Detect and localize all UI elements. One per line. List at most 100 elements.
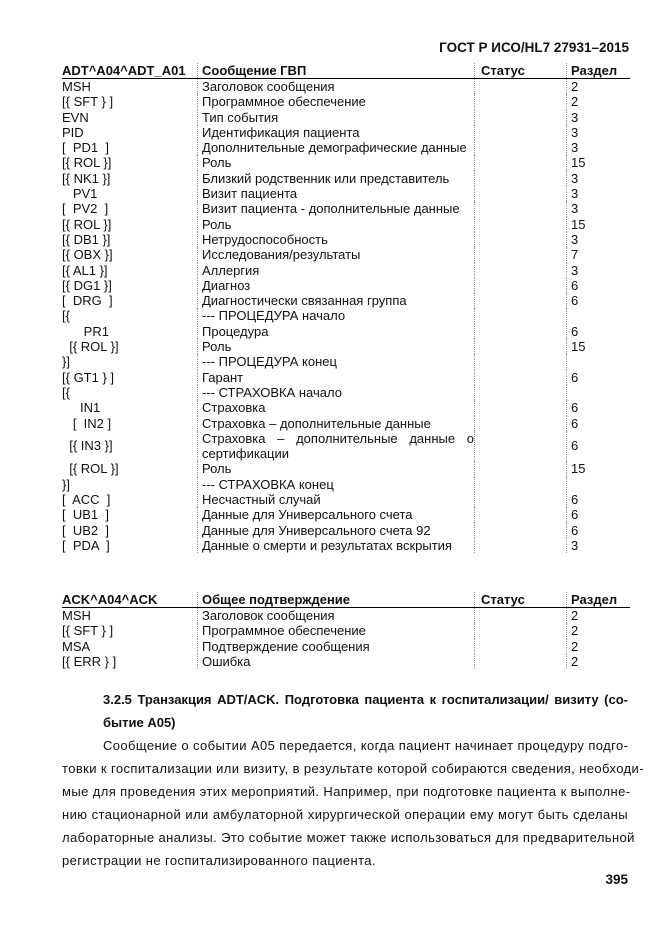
table-row: MSA Подтверждение сообщения 2	[62, 638, 630, 654]
segment-description: Роль	[197, 216, 474, 232]
segment-code: [{ ROL }]	[62, 216, 112, 232]
segment-description: Роль	[197, 155, 474, 171]
column-header: Статус	[474, 63, 566, 78]
table-row: [{ AL1 }] Аллергия 3	[62, 262, 630, 278]
table-row: MSH Заголовок сообщения 2	[62, 79, 630, 95]
column-header: Раздел	[566, 592, 630, 607]
segment-code: [{ ROL }]	[62, 155, 112, 171]
segment-description: Страховка – дополнительные данные о серт…	[197, 430, 474, 462]
column-header: Раздел	[566, 63, 630, 78]
segment-description: --- СТРАХОВКА конец	[197, 476, 474, 493]
section-number: 6	[566, 430, 630, 462]
table-row: [ UB1 ] Данные для Универсального счета 6	[62, 507, 630, 523]
segment-code: [{ ROL }]	[62, 339, 119, 355]
page-number: 395	[605, 872, 628, 887]
segment-description: Близкий родственник или представитель	[197, 170, 474, 187]
segment-code: [ UB2 ]	[62, 522, 109, 538]
section-number: 2	[566, 638, 630, 654]
segment-description: Дополнительные демографические данные	[197, 140, 474, 156]
table-row: PR1 Процедура 6	[62, 323, 630, 340]
segment-status	[474, 608, 566, 624]
segment-status	[474, 461, 566, 477]
segment-description: Визит пациента - дополнительные данные	[197, 201, 474, 217]
segment-status	[474, 492, 566, 508]
segment-description: Идентификация пациента	[197, 124, 474, 141]
segment-description: --- ПРОЦЕДУРА начало	[197, 308, 474, 324]
table-row: }] --- ПРОЦЕДУРА конец	[62, 354, 630, 370]
segment-code: [{	[62, 308, 70, 324]
table-row: [ DRG ] Диагностически связанная группа 6	[62, 293, 630, 309]
segment-status	[474, 170, 566, 187]
segment-code: [ PV2 ]	[62, 201, 109, 217]
segment-status	[474, 638, 566, 654]
section-paragraph: Сообщение о событии A05 передается, когд…	[62, 734, 644, 872]
segment-code: [{ OBX }]	[62, 247, 113, 263]
segment-status	[474, 653, 566, 670]
segment-status	[474, 186, 566, 202]
segment-status	[474, 323, 566, 340]
table-row: [{ ROL }] Роль 15	[62, 155, 630, 171]
segment-status	[474, 94, 566, 110]
segment-description: Диагноз	[197, 277, 474, 294]
segment-code: PID	[62, 124, 84, 140]
section-number	[566, 354, 630, 370]
segment-description: Нетрудоспособность	[197, 231, 474, 248]
segment-code: [{ SFT } ]	[62, 94, 114, 110]
section-number: 15	[566, 155, 630, 171]
segment-status	[474, 339, 566, 355]
section-number: 3	[566, 140, 630, 156]
segment-status	[474, 247, 566, 263]
section-number: 3	[566, 231, 630, 248]
segment-table-adt-a04: ADT^A04^ADT_A01 Сообщение ГВП Статус Раздел…	[62, 63, 630, 554]
segment-status	[474, 216, 566, 232]
segment-status	[474, 537, 566, 554]
document-header: ГОСТ Р ИСО/HL7 27931–2015	[439, 40, 629, 55]
segment-description: Программное обеспечение	[197, 623, 474, 639]
column-header: Сообщение ГВП	[197, 63, 474, 78]
segment-description: Заголовок сообщения	[197, 79, 474, 95]
column-header: ACK^A04^ACK	[62, 592, 158, 607]
segment-description: Данные для Универсального счета 92	[197, 522, 474, 538]
section-number: 3	[566, 170, 630, 187]
segment-status	[474, 155, 566, 171]
segment-code: [ PDA ]	[62, 537, 110, 553]
segment-description: Страховка – дополнительные данные	[197, 415, 474, 431]
segment-code: IN1	[62, 400, 101, 416]
segment-description: Аллергия	[197, 262, 474, 278]
table-row: [{ --- ПРОЦЕДУРА начало	[62, 308, 630, 324]
table-row: [{ NK1 }] Близкий родственник или предста…	[62, 170, 630, 187]
table-header-row: ACK^A04^ACK Общее подтверждение Статус Разд…	[62, 592, 630, 608]
table-row: [{ ERR } ] Ошибка 2	[62, 653, 630, 670]
segment-table-ack-a04: ACK^A04^ACK Общее подтверждение Статус Разд…	[62, 592, 630, 670]
segment-description: Подтверждение сообщения	[197, 638, 474, 654]
segment-status	[474, 430, 566, 462]
segment-status	[474, 109, 566, 125]
segment-code: [ PD1 ]	[62, 140, 109, 156]
section-number: 6	[566, 369, 630, 385]
table-row: [{ ROL }] Роль 15	[62, 339, 630, 355]
segment-description: Роль	[197, 339, 474, 355]
segment-status	[474, 522, 566, 538]
segment-code: [{ ROL }]	[62, 461, 119, 477]
section-heading: 3.2.5 Транзакция ADT/ACK. Подготовка пац…	[62, 688, 628, 734]
segment-status	[474, 140, 566, 156]
segment-description: Процедура	[197, 323, 474, 340]
section-number: 2	[566, 79, 630, 95]
table-row: [{ OBX }] Исследования/результаты 7	[62, 247, 630, 263]
segment-code: [ DRG ]	[62, 293, 113, 309]
segment-description: Данные для Универсального счета	[197, 507, 474, 523]
section-number: 3	[566, 124, 630, 141]
segment-code: [ ACC ]	[62, 492, 111, 508]
segment-description: Диагностически связанная группа	[197, 293, 474, 309]
table-row: [ ACC ] Несчастный случай 6	[62, 492, 630, 508]
segment-status	[474, 124, 566, 141]
table-row: [{ IN3 }] Страховка – дополнительные данн…	[62, 430, 630, 462]
section-number: 3	[566, 186, 630, 202]
paragraph-line: товки к госпитализации или визиту, в рез…	[62, 761, 644, 776]
table-row: [ IN2 ] Страховка – дополнительные данные…	[62, 415, 630, 431]
section-number: 3	[566, 201, 630, 217]
table-row: MSH Заголовок сообщения 2	[62, 608, 630, 624]
segment-description: Исследования/результаты	[197, 247, 474, 263]
segment-description: Визит пациента	[197, 186, 474, 202]
segment-code: [{ GT1 } ]	[62, 369, 115, 385]
